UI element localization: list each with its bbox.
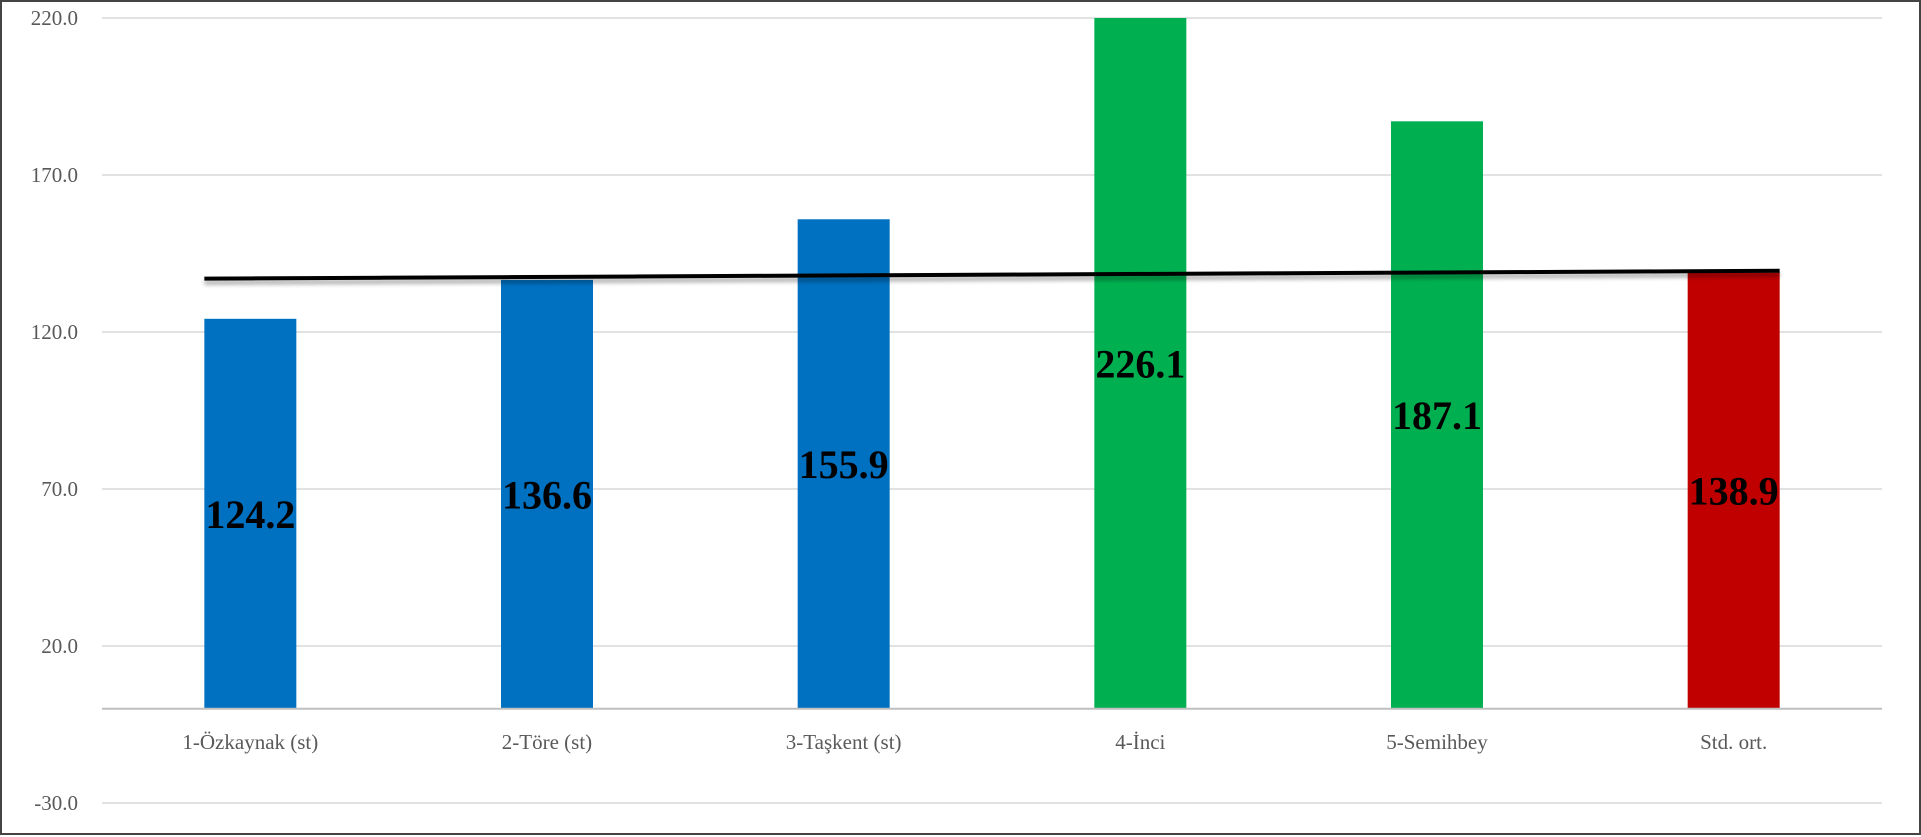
reference-line-layer [204, 268, 1780, 281]
x-tick-label: 3-Taşkent (st) [786, 730, 902, 754]
bar [1391, 121, 1483, 709]
y-tick-label: -30.0 [34, 791, 78, 815]
bar [501, 279, 593, 709]
average-reference-line [204, 268, 1780, 281]
bar [1687, 272, 1780, 709]
data-label: 187.1 [1392, 393, 1482, 438]
x-axis-layer: 1-Özkaynak (st) 2-Töre (st) 3-Taşkent (st)… [182, 730, 1767, 754]
x-tick-label: 4-İnci [1115, 730, 1165, 754]
y-tick-label: 70.0 [41, 477, 78, 501]
y-tick-label: 170.0 [31, 163, 78, 187]
y-tick-label: 120.0 [31, 320, 78, 344]
x-tick-label: 2-Töre (st) [502, 730, 592, 754]
data-label: 124.2 [205, 492, 295, 537]
data-label: 155.9 [799, 442, 889, 487]
bar [797, 219, 890, 709]
data-label: 136.6 [502, 472, 592, 517]
grid-layer [102, 17, 1882, 804]
y-tick-label: 220.0 [31, 6, 78, 30]
x-tick-label: 5-Semihbey [1386, 730, 1488, 754]
y-tick-label: 20.0 [41, 634, 78, 658]
x-tick-label: 1-Özkaynak (st) [182, 730, 318, 754]
data-label: 226.1 [1095, 341, 1185, 386]
bar [1094, 18, 1187, 709]
bar [204, 318, 297, 709]
y-axis-layer: -30.0 20.0 70.0 120.0 170.0 220.0 [31, 6, 78, 815]
x-tick-label: Std. ort. [1700, 730, 1767, 754]
bar-layer [204, 18, 1780, 709]
data-label: 138.9 [1689, 469, 1779, 514]
label-layer: 124.2 136.6 155.9 226.1 187.1 138.9 [205, 341, 1778, 536]
